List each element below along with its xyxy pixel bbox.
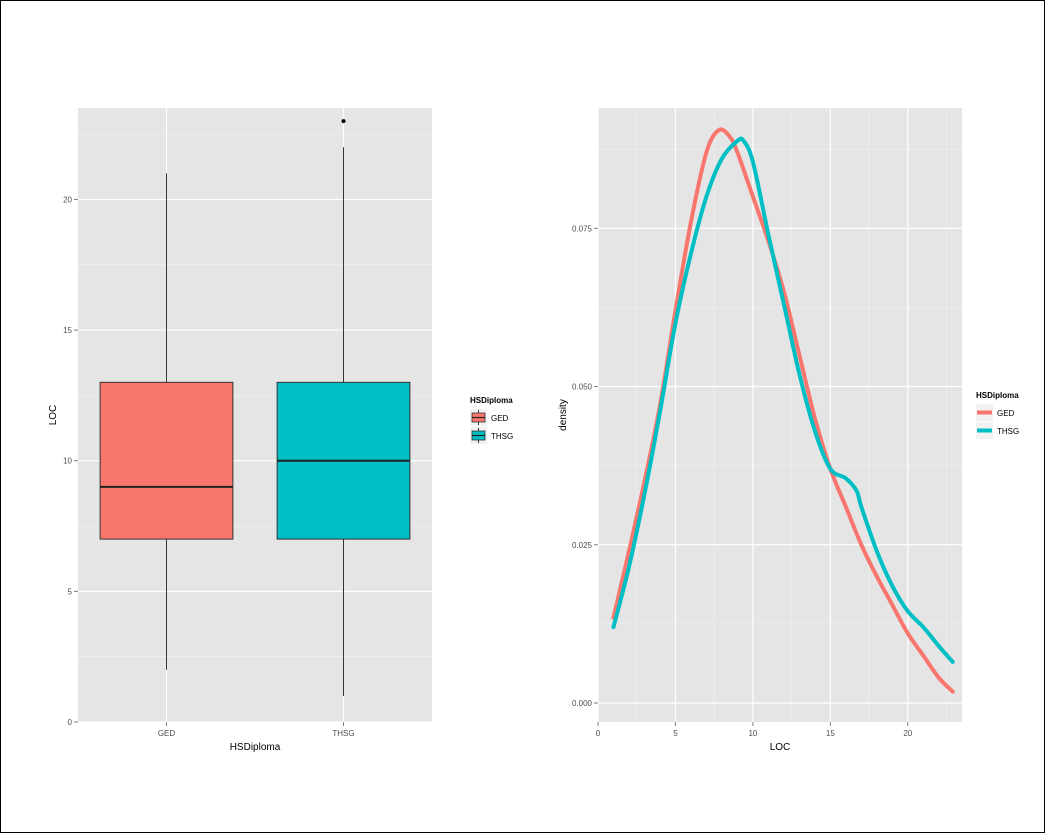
legend-label: GED (491, 414, 509, 423)
density-y-ticks: 0.000 0.025 0.050 0.075 (572, 224, 598, 708)
legend-key-thsg: THSG (976, 422, 1019, 439)
legend-key-ged: GED (976, 404, 1015, 421)
boxplot-y-axis-title: LOC (48, 405, 59, 426)
density-legend-title: HSDiploma (976, 391, 1019, 400)
boxplot-y-ticks: 0 5 10 15 20 (63, 195, 78, 727)
y-tick-label: 20 (63, 195, 72, 204)
boxplot-legend-title: HSDiploma (470, 396, 513, 405)
box-ged (99, 173, 234, 670)
box-thsg (276, 119, 411, 696)
legend-label: THSG (997, 427, 1019, 436)
x-tick-label: 10 (748, 729, 757, 738)
y-tick-label: 5 (68, 587, 73, 596)
x-tick-label: 5 (673, 729, 678, 738)
x-tick-label: 0 (596, 729, 601, 738)
x-tick-label: THSG (332, 729, 354, 738)
y-tick-label: 0.000 (572, 699, 593, 708)
density-curves (611, 127, 955, 694)
density-legend: HSDiploma GED THSG (976, 391, 1019, 439)
y-tick-label: 0 (68, 718, 73, 727)
x-tick-label: 20 (903, 729, 912, 738)
boxplot-legend: HSDiploma GED THSG (470, 396, 513, 444)
boxplot-x-ticks: GED THSG (158, 722, 355, 738)
legend-key-thsg: THSG (470, 427, 513, 444)
y-tick-label: 0.050 (572, 383, 593, 392)
boxplot-x-axis-title: HSDiploma (230, 742, 281, 753)
density-y-axis-title: density (558, 399, 569, 431)
outlier-point (341, 119, 346, 124)
density-x-ticks: 0 5 10 15 20 (596, 722, 913, 738)
density-line-thsg (611, 136, 955, 664)
y-tick-label: 10 (63, 457, 72, 466)
legend-key-ged: GED (470, 409, 509, 426)
box-rect (99, 381, 234, 540)
legend-label: GED (997, 409, 1015, 418)
density-gridlines (597, 108, 962, 722)
density-panel: 0.000 0.025 0.050 0.075 0 5 10 15 20 LOC densit… (558, 108, 1019, 753)
legend-label: THSG (491, 432, 513, 441)
x-tick-label: GED (158, 729, 176, 738)
boxplot-boxes (99, 119, 411, 696)
y-tick-label: 0.025 (572, 541, 593, 550)
x-tick-label: 15 (826, 729, 835, 738)
y-tick-label: 15 (63, 326, 72, 335)
density-x-axis-title: LOC (770, 742, 791, 753)
y-tick-label: 0.075 (572, 224, 593, 233)
boxplot-panel: 0 5 10 15 20 GED THSG HSDiploma LOC HSDiploma… (48, 108, 513, 753)
